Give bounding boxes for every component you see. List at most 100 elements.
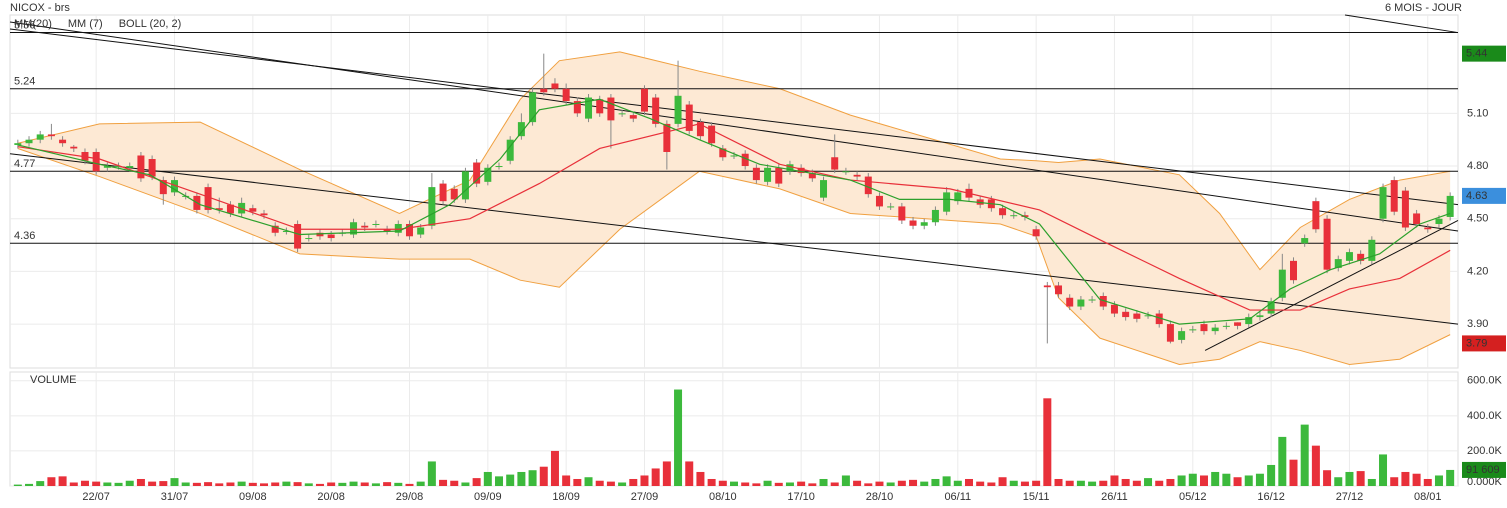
candle-body bbox=[920, 222, 928, 226]
candle-body bbox=[551, 83, 559, 89]
volume-bar bbox=[707, 478, 716, 486]
candle-body bbox=[115, 166, 123, 168]
candle-body bbox=[215, 208, 223, 210]
candle-body bbox=[495, 166, 503, 168]
volume-bar bbox=[215, 483, 224, 486]
y-tick-label: 400.0K bbox=[1467, 410, 1503, 422]
volume-bar bbox=[1144, 478, 1153, 486]
volume-bar bbox=[1043, 398, 1052, 486]
volume-bar bbox=[1054, 478, 1063, 486]
volume-bar bbox=[92, 481, 101, 486]
volume-badge-label: 91 609 bbox=[1466, 464, 1500, 476]
candle-body bbox=[596, 99, 604, 114]
candle-body bbox=[652, 97, 660, 124]
volume-bar bbox=[562, 475, 571, 486]
trendline bbox=[9, 28, 1459, 206]
volume-bar bbox=[360, 482, 369, 486]
volume-bar bbox=[1188, 473, 1197, 486]
candle-body bbox=[294, 223, 302, 249]
candle-body bbox=[1435, 218, 1443, 224]
candle-body bbox=[1357, 253, 1365, 261]
candle-body bbox=[92, 151, 100, 172]
candle-body bbox=[1088, 299, 1096, 301]
volume-bar bbox=[1076, 480, 1085, 486]
candle-body bbox=[439, 183, 447, 202]
candle-body bbox=[741, 153, 749, 167]
volume-bar bbox=[1020, 481, 1029, 486]
legend-entry: MM(20) bbox=[14, 18, 52, 30]
candle-body bbox=[484, 167, 492, 182]
candle-body bbox=[1099, 295, 1107, 307]
volume-bar bbox=[1300, 424, 1309, 486]
volume-bar bbox=[730, 481, 738, 486]
candle-body bbox=[1390, 180, 1398, 212]
volume-bar bbox=[528, 470, 537, 486]
price-badge bbox=[1462, 187, 1506, 204]
volume-bar bbox=[618, 482, 627, 486]
volume-bar bbox=[1289, 459, 1298, 486]
candle-body bbox=[159, 180, 167, 195]
x-tick-label: 16/12 bbox=[1257, 491, 1285, 503]
chart-title: NICOX - brs bbox=[10, 2, 70, 14]
candle-body bbox=[428, 187, 436, 226]
candle-body bbox=[137, 155, 145, 179]
x-tick-label: 22/07 bbox=[82, 491, 110, 503]
candle-body bbox=[350, 222, 358, 235]
candle-body bbox=[271, 225, 279, 233]
volume-bar bbox=[450, 480, 459, 486]
candle-body bbox=[1401, 190, 1409, 228]
volume-bar bbox=[1446, 469, 1455, 486]
candle-body bbox=[696, 122, 704, 137]
candle-body bbox=[562, 88, 570, 102]
volume-bar bbox=[1222, 473, 1231, 486]
candle-body bbox=[607, 97, 615, 121]
volume-bar bbox=[953, 480, 962, 486]
candle-body bbox=[1010, 215, 1018, 217]
candle-body bbox=[1379, 187, 1387, 219]
candle-body bbox=[797, 167, 805, 174]
candle-body bbox=[1133, 313, 1141, 319]
candle-body bbox=[517, 122, 525, 137]
x-tick-label: 20/08 bbox=[317, 491, 345, 503]
candle-body bbox=[864, 176, 872, 195]
volume-bar bbox=[1401, 471, 1410, 486]
candle-body bbox=[875, 195, 883, 207]
volume-bar bbox=[696, 471, 705, 486]
volume-bar bbox=[1334, 477, 1343, 486]
volume-bar bbox=[338, 482, 347, 486]
volume-bar bbox=[662, 461, 671, 486]
candle-body bbox=[473, 162, 481, 184]
volume-bar bbox=[584, 477, 593, 486]
volume-bar bbox=[327, 482, 336, 486]
x-tick-label: 27/09 bbox=[631, 491, 659, 503]
volume-bar bbox=[1345, 471, 1354, 486]
volume-bar bbox=[427, 461, 436, 486]
level-label: 4.36 bbox=[14, 230, 35, 242]
volume-bar bbox=[282, 481, 291, 486]
y-tick-label: 4.20 bbox=[1467, 265, 1488, 277]
candle-body bbox=[674, 95, 682, 124]
volume-bar bbox=[1110, 475, 1119, 486]
volume-bar bbox=[170, 478, 179, 486]
volume-bar bbox=[1166, 478, 1175, 486]
volume-bar bbox=[416, 481, 425, 486]
volume-bar bbox=[808, 483, 817, 486]
volume-bar bbox=[1311, 445, 1320, 486]
candle-body bbox=[1211, 327, 1219, 332]
volume-bar bbox=[1032, 480, 1041, 486]
volume-bar bbox=[830, 482, 839, 486]
candle-body bbox=[730, 155, 738, 157]
volume-bar bbox=[1379, 454, 1388, 486]
candle-body bbox=[1055, 285, 1063, 295]
candle-body bbox=[1144, 315, 1152, 317]
volume-bar bbox=[148, 481, 157, 486]
y-tick-label: 4.80 bbox=[1467, 160, 1488, 172]
volume-bar bbox=[797, 481, 806, 486]
legend-entry: MM (7) bbox=[68, 18, 103, 30]
volume-bar bbox=[159, 481, 168, 486]
candle-body bbox=[305, 238, 313, 240]
volume-bar bbox=[69, 482, 78, 486]
volume-bar bbox=[192, 482, 201, 486]
x-tick-label: 26/11 bbox=[1101, 491, 1128, 503]
price-badge-label: 5.44 bbox=[1466, 48, 1487, 60]
